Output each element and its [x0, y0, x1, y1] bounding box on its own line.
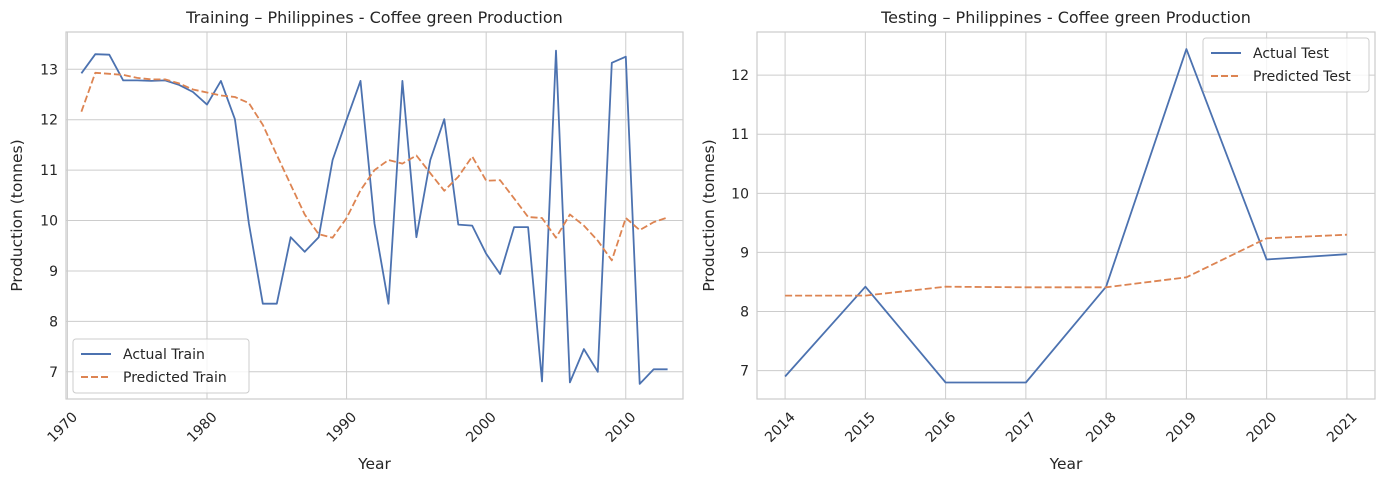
training-x-tick-label: 2010	[603, 409, 640, 446]
testing-y-axis-label: Production (tonnes)	[700, 139, 718, 291]
testing-x-tick-label: 2016	[923, 409, 960, 446]
testing-legend-label-actual: Actual Test	[1253, 46, 1329, 62]
testing-x-axis-label: Year	[1049, 455, 1083, 473]
training-axes: 1970 1980 1990 2000 2010 7 8 9 10 11 12 13 Training…	[8, 8, 684, 473]
training-legend-label-predicted: Predicted Train	[123, 370, 227, 386]
training-series-predicted-line	[80, 71, 668, 262]
testing-legend: Actual Test Predicted Test	[1202, 37, 1370, 93]
testing-x-tick-label: 2020	[1244, 409, 1281, 446]
training-y-tick-label: 9	[49, 264, 58, 280]
training-y-tick-label: 10	[40, 214, 58, 230]
training-y-tick-label: 13	[40, 62, 58, 78]
training-legend-box	[72, 338, 250, 394]
training-x-tick-label: 1970	[44, 409, 81, 446]
training-x-tick-label: 1980	[184, 409, 221, 446]
testing-plot-area	[756, 31, 1376, 400]
testing-series-actual-line	[784, 48, 1347, 384]
testing-x-tick-label: 2017	[1003, 409, 1040, 446]
training-series-actual-line	[80, 49, 668, 385]
training-y-tick-label: 12	[40, 113, 58, 129]
testing-x-tick-label: 2014	[762, 409, 799, 446]
testing-x-tick-label: 2018	[1083, 409, 1120, 446]
testing-axes: 2014 2015 2016 2017 2018 2019 2020 2021 7 8 9 10 11 1…	[700, 8, 1376, 473]
training-legend-label-actual: Actual Train	[123, 347, 205, 363]
testing-y-tick-label: 8	[740, 305, 749, 321]
testing-x-tick-label: 2021	[1324, 409, 1361, 446]
testing-x-tick-label: 2019	[1163, 409, 1200, 446]
testing-legend-label-predicted: Predicted Test	[1253, 69, 1351, 85]
testing-y-tick-label: 11	[731, 127, 749, 143]
training-x-axis-label: Year	[357, 455, 391, 473]
training-y-axis-label: Production (tonnes)	[8, 139, 26, 291]
testing-y-tick-label: 12	[731, 68, 749, 84]
training-x-tick-label: 2000	[463, 409, 500, 446]
training-legend: Actual Train Predicted Train	[72, 338, 250, 394]
testing-x-tick-label: 2015	[842, 409, 879, 446]
testing-series-predicted-line	[785, 233, 1347, 297]
testing-y-tick-label: 9	[740, 245, 749, 261]
training-y-tick-label: 11	[40, 163, 58, 179]
testing-legend-box	[1202, 37, 1370, 93]
testing-y-tick-label: 7	[740, 364, 749, 380]
training-y-tick-label: 8	[49, 314, 58, 330]
training-x-tick-label: 1990	[324, 409, 361, 446]
testing-title: Testing – Philippines - Coffee green Pro…	[880, 8, 1251, 27]
training-y-tick-label: 7	[49, 365, 58, 381]
testing-y-tick-label: 10	[731, 186, 749, 202]
training-title: Training – Philippines - Coffee green Pr…	[185, 8, 563, 27]
